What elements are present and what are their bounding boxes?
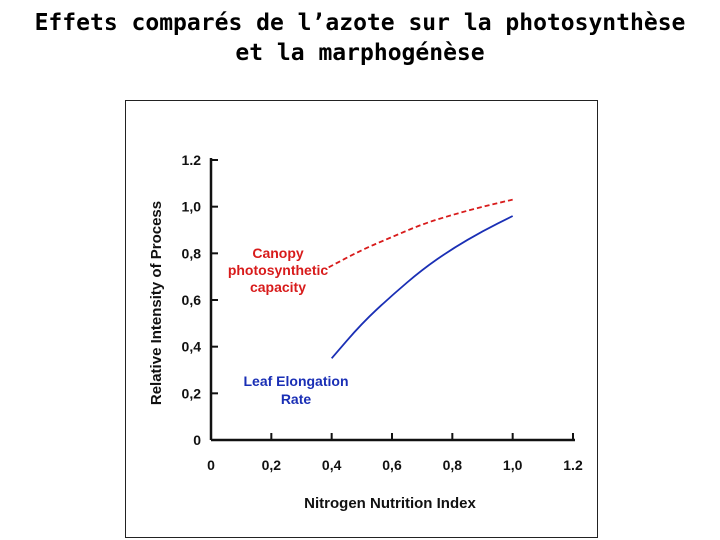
canopy-photosynthesis-line (328, 198, 513, 269)
x-tick-label: 0,2 (262, 457, 282, 473)
slide-title: Effets comparés de l’azote sur la photos… (0, 8, 720, 68)
y-tick-label: 0,2 (182, 385, 202, 401)
y-tick-label: 1.2 (182, 152, 202, 168)
x-tick-label: 1.2 (563, 457, 583, 473)
y-tick-label: 1,0 (182, 199, 202, 215)
x-tick-label: 0,4 (322, 457, 342, 473)
slide-title-line-1: Effets comparés de l’azote sur la photos… (34, 10, 686, 36)
x-tick-label: 0,6 (382, 457, 402, 473)
slide-title-line-2: et la marphogénèse (235, 40, 485, 66)
x-tick-label: 0,8 (443, 457, 463, 473)
y-axis-label: Relative Intensity of Process (148, 201, 165, 405)
chart-ticks: 0 0,2 0,4 0,6 0,8 1,0 1.2 0 0,2 0,4 0,6 0,8 1,0 1.2 (182, 152, 583, 473)
chart-series (328, 198, 514, 359)
y-tick-label: 0 (193, 432, 201, 448)
x-tick-label: 0 (207, 457, 215, 473)
leaf-elongation-line (330, 215, 514, 359)
canopy-label-line: photosynthetic (228, 262, 329, 278)
leaf-label-line: Leaf Elongation (244, 373, 349, 389)
canopy-label-line: capacity (250, 279, 306, 295)
y-tick-label: 0,8 (182, 245, 202, 261)
x-tick-label: 1,0 (503, 457, 523, 473)
y-tick-label: 0,4 (182, 339, 202, 355)
y-tick-label: 0,6 (182, 292, 202, 308)
canopy-label-line: Canopy (252, 245, 304, 261)
leaf-label-line: Rate (281, 391, 312, 407)
chart-axes (209, 158, 575, 442)
x-axis-label: Nitrogen Nutrition Index (304, 495, 476, 512)
chart-frame (125, 100, 598, 538)
